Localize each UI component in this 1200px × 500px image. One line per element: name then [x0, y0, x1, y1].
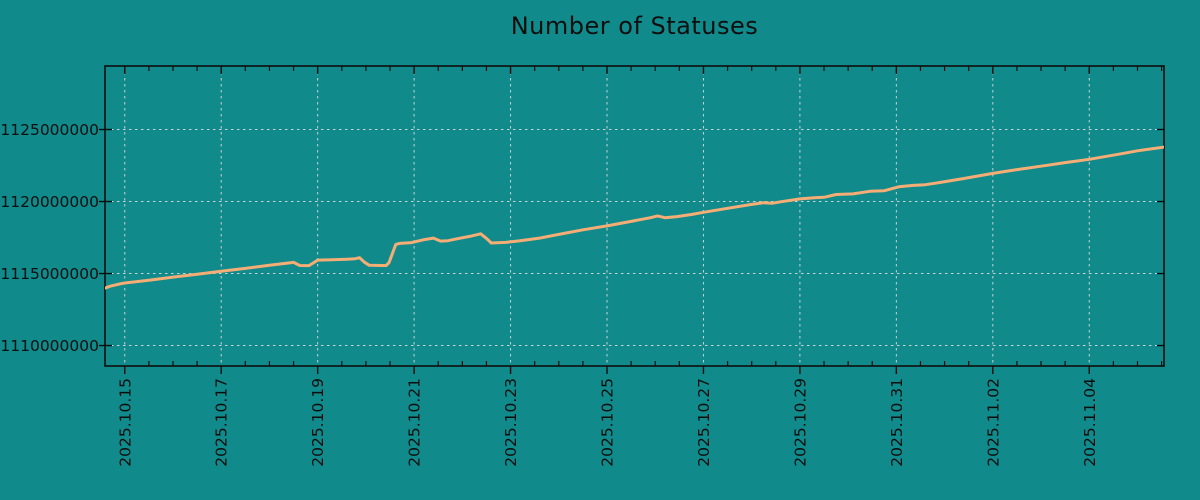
x-tick-label: 2025.10.17: [213, 378, 231, 467]
x-tick-label: 2025.10.27: [695, 378, 713, 467]
x-tick-label: 2025.11.04: [1081, 378, 1099, 467]
x-tick-label: 2025.10.15: [116, 378, 134, 467]
y-tick-label: 1120000000: [0, 193, 99, 211]
x-tick-label: 2025.10.23: [502, 378, 520, 467]
x-tick-label: 2025.11.02: [984, 378, 1002, 467]
series-line-statuses: [105, 145, 1164, 290]
x-tick-label: 2025.10.19: [309, 378, 327, 467]
x-tick-label: 2025.10.21: [406, 378, 424, 467]
y-tick-label: 1125000000: [0, 121, 99, 139]
y-tick-label: 1115000000: [0, 265, 99, 283]
y-tick-label: 1110000000: [0, 337, 99, 355]
chart-title: Number of Statuses: [510, 12, 759, 40]
x-tick-label: 2025.10.31: [888, 378, 906, 467]
x-tick-label: 2025.10.25: [599, 378, 617, 467]
plot-border: [104, 65, 1165, 367]
x-tick-label: 2025.10.29: [791, 378, 809, 467]
